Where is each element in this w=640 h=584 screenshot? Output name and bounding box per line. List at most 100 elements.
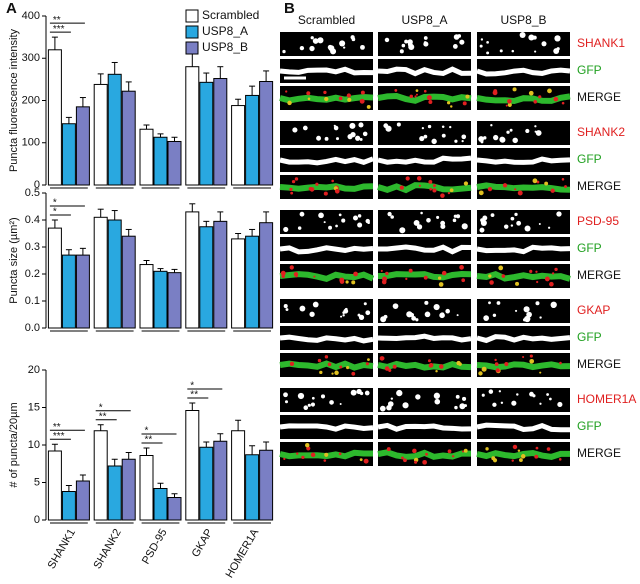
punctum (327, 362, 332, 367)
punctum (481, 366, 487, 372)
punctum (538, 223, 541, 226)
punctum (517, 190, 523, 196)
dendrite (476, 361, 571, 371)
punctum (364, 390, 370, 396)
punctum (536, 280, 539, 284)
significance-label: ** (190, 390, 198, 401)
punctum (299, 211, 305, 217)
punctum (486, 40, 489, 44)
punctum (331, 372, 334, 375)
punctum (492, 313, 497, 317)
significance-label: * (190, 381, 194, 392)
punctum (559, 361, 562, 365)
punctum (333, 125, 339, 131)
bar (47, 227, 62, 329)
punctum (363, 458, 369, 464)
punctum (528, 90, 534, 96)
micrograph (280, 210, 373, 234)
y-tick-label: 0.1 (25, 295, 40, 307)
punctum (392, 303, 399, 309)
significance-label: * (145, 426, 149, 437)
punctum (309, 45, 315, 52)
legend-label: USP8_A (202, 24, 248, 38)
bar (121, 90, 136, 186)
punctum (462, 450, 465, 453)
y-axis-label: # of puncta/20µm (8, 402, 20, 487)
row-label: SHANK2 (577, 125, 625, 139)
bar (259, 449, 274, 521)
punctum (534, 50, 537, 53)
punctum (452, 218, 457, 223)
punctum (407, 39, 413, 45)
punctum (480, 38, 484, 41)
dendrite (476, 422, 571, 433)
punctum (339, 365, 343, 369)
punctum (346, 365, 350, 370)
dendrite (377, 449, 472, 460)
row-label: GFP (577, 152, 602, 166)
punctum (535, 301, 540, 306)
y-tick-label: 300 (22, 52, 40, 64)
punctum (357, 313, 361, 317)
row-label: MERGE (577, 90, 621, 104)
punctum (425, 452, 428, 456)
bar (153, 136, 168, 186)
punctum (462, 396, 467, 401)
bar (231, 105, 246, 186)
punctum (432, 184, 436, 188)
bar (47, 49, 62, 186)
bar (153, 488, 168, 521)
punctum (349, 122, 356, 129)
punctum (461, 223, 468, 230)
punctum (544, 276, 550, 282)
punctum (358, 314, 365, 321)
row-label: GFP (577, 419, 602, 433)
punctum (535, 270, 538, 273)
micrograph (378, 210, 471, 234)
punctum (323, 459, 327, 462)
punctum (387, 401, 394, 407)
punctum (440, 193, 445, 198)
punctum (503, 224, 509, 229)
punctum (328, 45, 335, 52)
punctum (433, 392, 441, 399)
punctum (386, 447, 391, 452)
punctum (383, 123, 389, 129)
punctum (454, 405, 458, 410)
punctum (478, 190, 484, 196)
legend-label: Scrambled (202, 8, 259, 22)
punctum (367, 221, 370, 225)
punctum (317, 37, 324, 44)
punctum (538, 95, 542, 99)
punctum (416, 224, 423, 230)
punctum (401, 456, 404, 460)
punctum (423, 275, 428, 280)
row-label: HOMER1A (577, 392, 636, 406)
column-header: USP8_A (401, 13, 447, 27)
punctum (335, 137, 340, 141)
punctum (366, 104, 371, 109)
punctum (534, 454, 539, 459)
punctum (416, 176, 422, 181)
punctum (529, 354, 533, 358)
dendrite (476, 270, 571, 282)
punctum (359, 458, 363, 462)
punctum (388, 368, 392, 372)
punctum (558, 458, 562, 461)
punctum (490, 124, 493, 127)
punctum (454, 139, 458, 143)
punctum (307, 403, 311, 407)
punctum (302, 125, 308, 131)
punctum (319, 370, 323, 375)
y-tick-label: 0.3 (25, 241, 40, 253)
dendrite (476, 334, 571, 344)
punctum (480, 140, 484, 144)
bar (93, 216, 108, 329)
dendrite (476, 244, 571, 255)
dendrite (377, 182, 472, 194)
punctum (479, 44, 483, 48)
y-tick-label: 0.2 (25, 268, 40, 280)
punctum (452, 44, 458, 49)
punctum (285, 308, 289, 312)
bar (107, 465, 122, 521)
